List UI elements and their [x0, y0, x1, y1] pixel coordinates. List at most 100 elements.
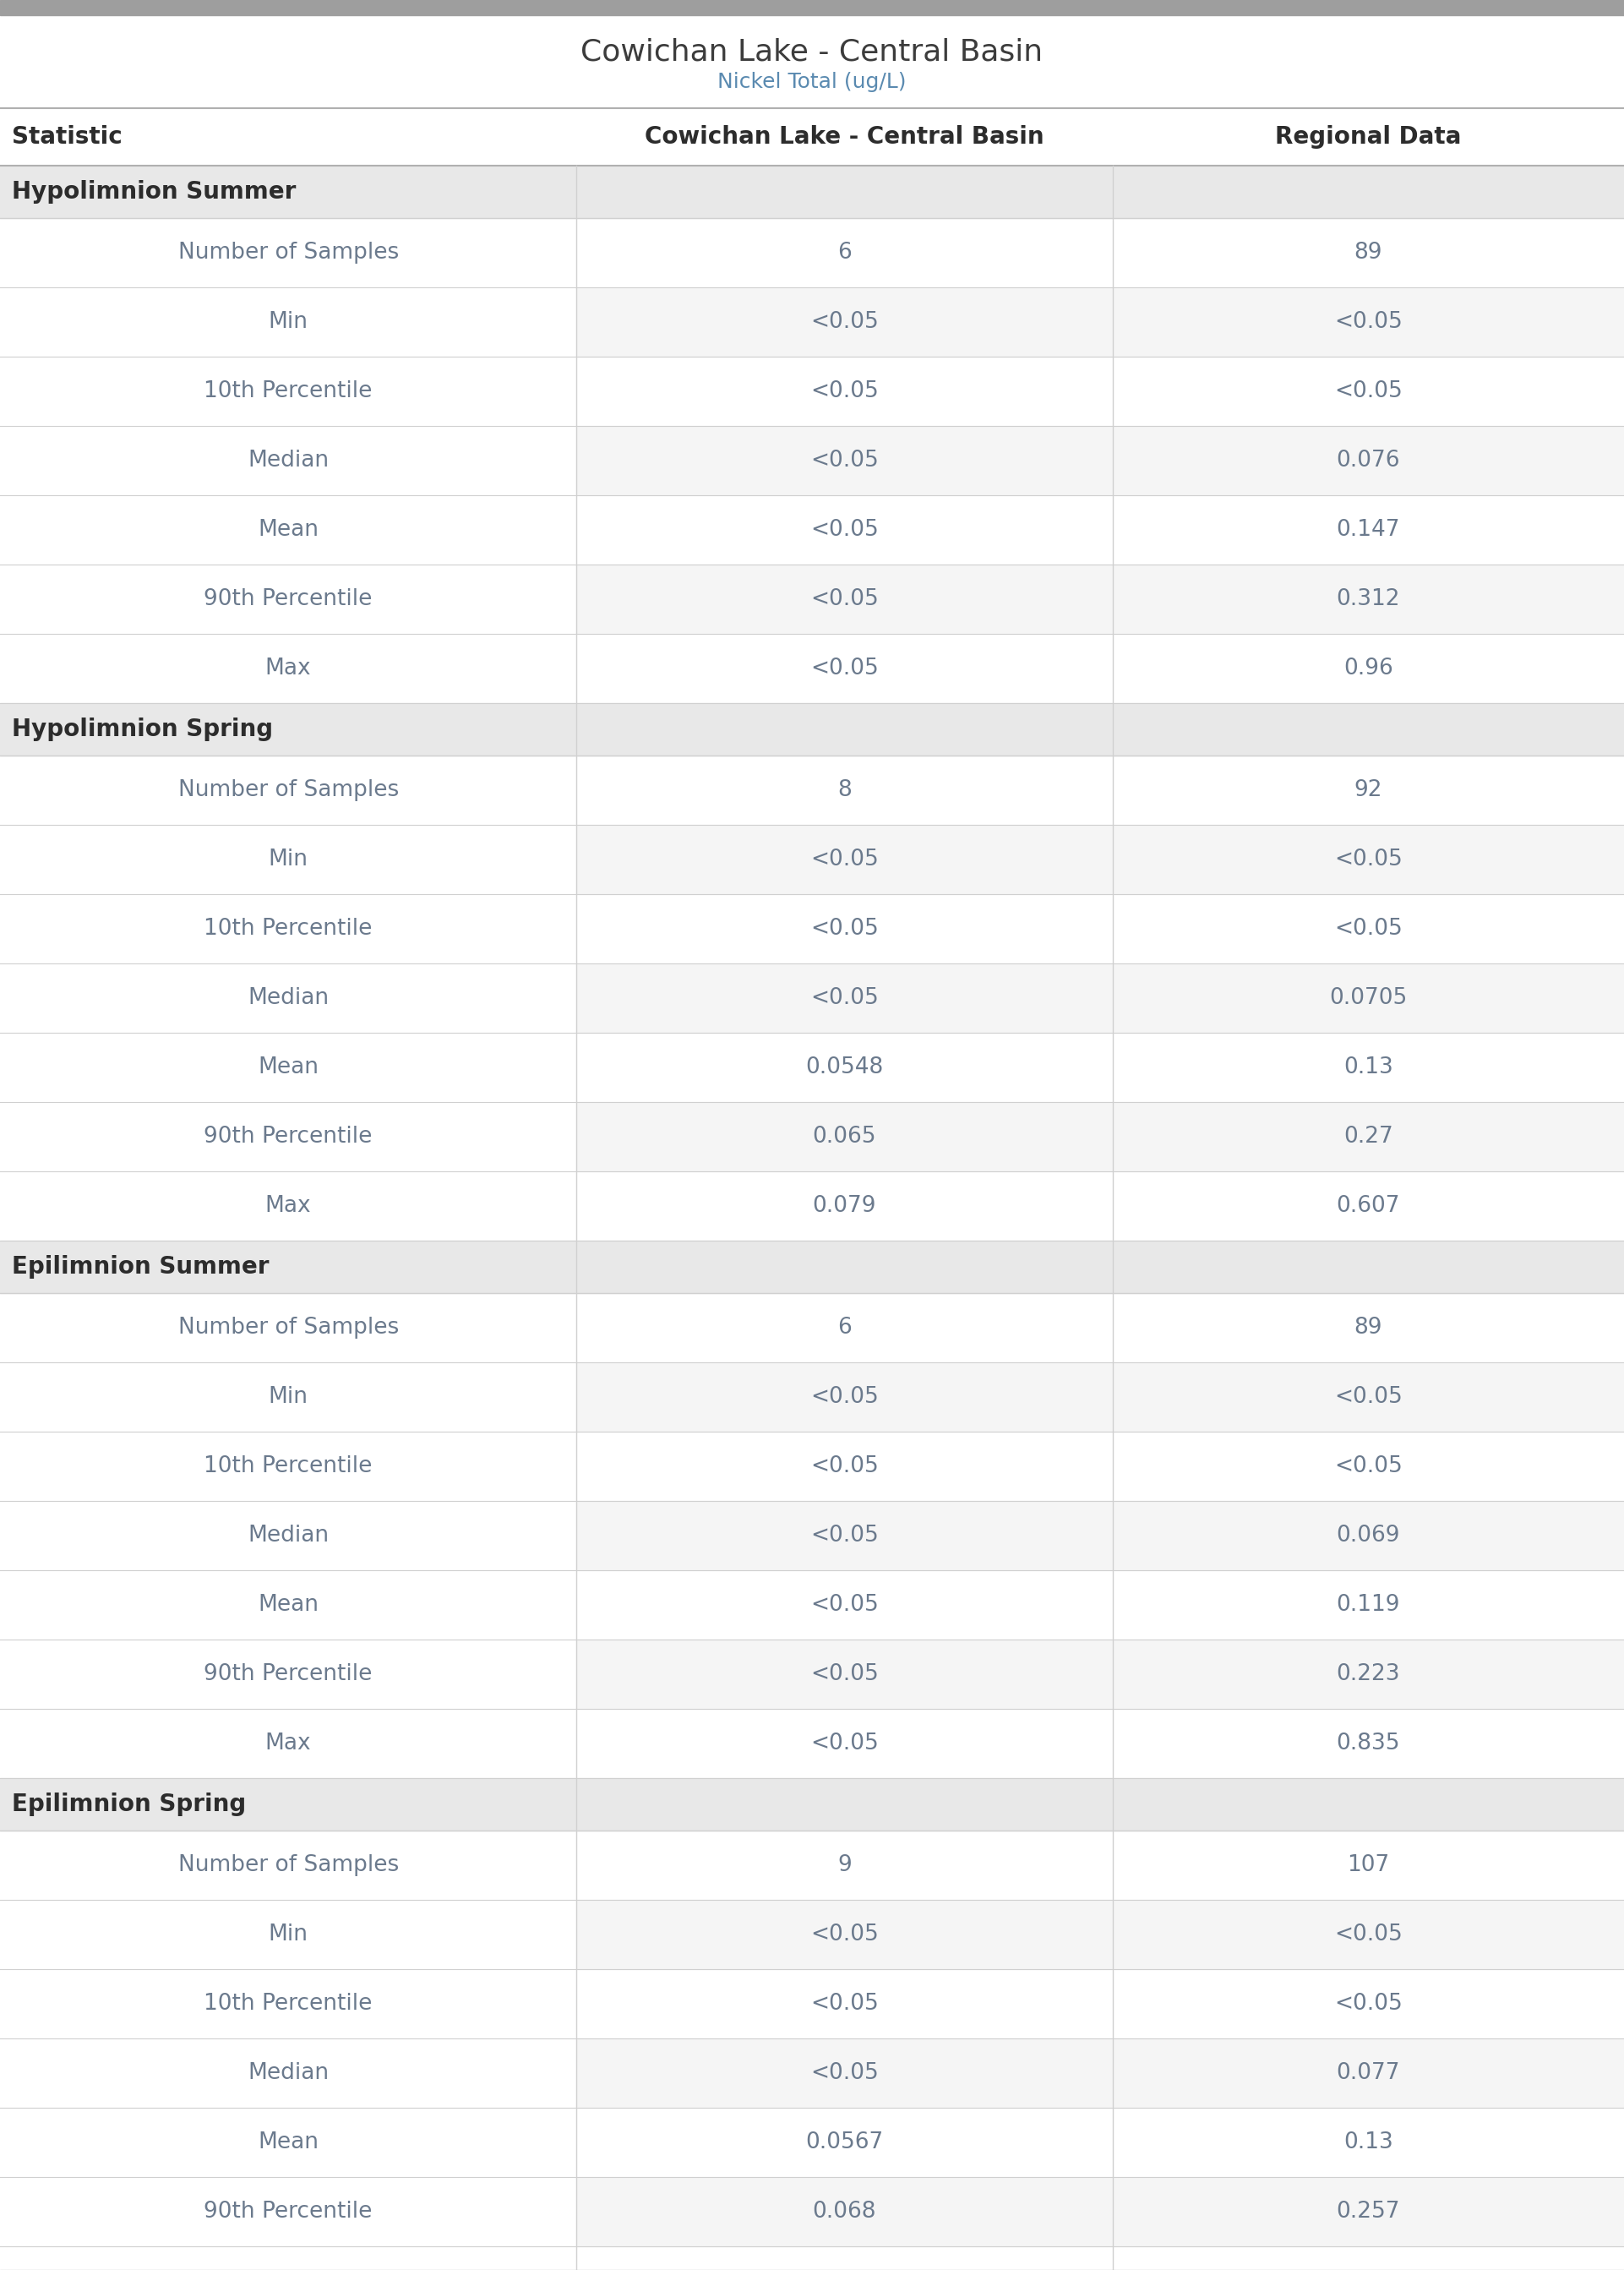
Text: 6: 6	[838, 1317, 851, 1339]
Text: 89: 89	[1354, 241, 1382, 263]
Text: <0.05: <0.05	[1333, 849, 1403, 869]
Text: Median: Median	[247, 987, 330, 1010]
Text: <0.05: <0.05	[810, 2061, 879, 2084]
Bar	[577, 1900, 1624, 1968]
Text: Epilimnion Spring: Epilimnion Spring	[11, 1793, 247, 1816]
Bar	[577, 288, 1624, 356]
Text: 0.13: 0.13	[1343, 2132, 1393, 2154]
Text: 89: 89	[1354, 1317, 1382, 1339]
Text: Max: Max	[265, 1732, 312, 1755]
Text: <0.05: <0.05	[810, 1455, 879, 1478]
Text: 10th Percentile: 10th Percentile	[205, 1993, 372, 2016]
Text: Mean: Mean	[258, 520, 318, 540]
Text: 0.076: 0.076	[1337, 449, 1400, 472]
Text: 10th Percentile: 10th Percentile	[205, 1455, 372, 1478]
Text: <0.05: <0.05	[1333, 1923, 1403, 1945]
Text: 0.069: 0.069	[1337, 1525, 1400, 1546]
Text: 90th Percentile: 90th Percentile	[205, 1664, 372, 1684]
Text: Cowichan Lake - Central Basin: Cowichan Lake - Central Basin	[581, 39, 1043, 66]
Text: <0.05: <0.05	[810, 1993, 879, 2016]
Text: <0.05: <0.05	[810, 917, 879, 940]
Bar	[577, 824, 1624, 894]
Text: 0.223: 0.223	[1337, 1664, 1400, 1684]
Text: <0.05: <0.05	[1333, 311, 1403, 334]
Text: 0.27: 0.27	[1343, 1126, 1393, 1149]
Text: 90th Percentile: 90th Percentile	[205, 1126, 372, 1149]
Text: <0.05: <0.05	[810, 849, 879, 869]
Text: <0.05: <0.05	[1333, 917, 1403, 940]
Text: 0.607: 0.607	[1337, 1194, 1400, 1217]
Text: Nickel Total (ug/L): Nickel Total (ug/L)	[718, 73, 906, 93]
Text: Number of Samples: Number of Samples	[179, 1317, 398, 1339]
Text: 0.119: 0.119	[1337, 1594, 1400, 1616]
Text: <0.05: <0.05	[810, 1387, 879, 1407]
Text: 0.0567: 0.0567	[806, 2132, 883, 2154]
Bar	[577, 2038, 1624, 2109]
Text: 107: 107	[1346, 1855, 1390, 1877]
Text: 92: 92	[1354, 779, 1382, 801]
Text: Hypolimnion Summer: Hypolimnion Summer	[11, 179, 296, 204]
Text: <0.05: <0.05	[810, 1594, 879, 1616]
Text: Statistic: Statistic	[11, 125, 122, 150]
Text: <0.05: <0.05	[810, 381, 879, 402]
Text: 90th Percentile: 90th Percentile	[205, 2200, 372, 2222]
Bar	[577, 1500, 1624, 1571]
Bar	[577, 962, 1624, 1033]
Bar	[577, 565, 1624, 633]
Text: 6: 6	[838, 241, 851, 263]
Text: 0.257: 0.257	[1337, 2200, 1400, 2222]
Bar	[577, 1639, 1624, 1709]
Bar	[0, 1242, 1624, 1294]
Text: 90th Percentile: 90th Percentile	[205, 588, 372, 611]
Text: Number of Samples: Number of Samples	[179, 779, 398, 801]
Text: 8: 8	[838, 779, 851, 801]
Text: <0.05: <0.05	[1333, 1387, 1403, 1407]
Text: Mean: Mean	[258, 1056, 318, 1078]
Text: 0.147: 0.147	[1337, 520, 1400, 540]
Text: <0.05: <0.05	[1333, 1455, 1403, 1478]
Text: 0.079: 0.079	[812, 1194, 877, 1217]
Text: 0.13: 0.13	[1343, 1056, 1393, 1078]
Text: <0.05: <0.05	[810, 1664, 879, 1684]
Text: 0.077: 0.077	[1337, 2061, 1400, 2084]
Text: 0.835: 0.835	[1337, 1732, 1400, 1755]
Text: 0.312: 0.312	[1337, 588, 1400, 611]
Text: <0.05: <0.05	[810, 449, 879, 472]
Bar	[577, 2177, 1624, 2247]
Text: 0.96: 0.96	[1343, 658, 1393, 679]
Text: Median: Median	[247, 449, 330, 472]
Text: <0.05: <0.05	[810, 588, 879, 611]
Text: Number of Samples: Number of Samples	[179, 241, 398, 263]
Text: Cowichan Lake - Central Basin: Cowichan Lake - Central Basin	[645, 125, 1044, 150]
Bar	[577, 1362, 1624, 1432]
Text: <0.05: <0.05	[810, 311, 879, 334]
Bar	[0, 0, 1624, 16]
Text: Median: Median	[247, 1525, 330, 1546]
Bar	[0, 166, 1624, 218]
Text: Max: Max	[265, 658, 312, 679]
Text: <0.05: <0.05	[1333, 381, 1403, 402]
Text: Epilimnion Summer: Epilimnion Summer	[11, 1255, 270, 1278]
Text: Median: Median	[247, 2061, 330, 2084]
Text: 0.0705: 0.0705	[1330, 987, 1406, 1010]
Text: 10th Percentile: 10th Percentile	[205, 917, 372, 940]
Text: Mean: Mean	[258, 2132, 318, 2154]
Text: <0.05: <0.05	[810, 658, 879, 679]
Text: Number of Samples: Number of Samples	[179, 1855, 398, 1877]
Text: <0.05: <0.05	[810, 987, 879, 1010]
Text: 9: 9	[838, 1855, 851, 1877]
Text: 0.068: 0.068	[812, 2200, 877, 2222]
Text: Min: Min	[268, 1387, 309, 1407]
Bar	[0, 1777, 1624, 1830]
Text: <0.05: <0.05	[810, 1923, 879, 1945]
Text: Hypolimnion Spring: Hypolimnion Spring	[11, 717, 273, 742]
Text: <0.05: <0.05	[810, 1525, 879, 1546]
Text: Min: Min	[268, 1923, 309, 1945]
Text: <0.05: <0.05	[810, 520, 879, 540]
Text: Regional Data: Regional Data	[1275, 125, 1462, 150]
Text: <0.05: <0.05	[810, 1732, 879, 1755]
Text: 10th Percentile: 10th Percentile	[205, 381, 372, 402]
Bar	[577, 1101, 1624, 1171]
Text: Max: Max	[265, 1194, 312, 1217]
Bar	[0, 704, 1624, 756]
